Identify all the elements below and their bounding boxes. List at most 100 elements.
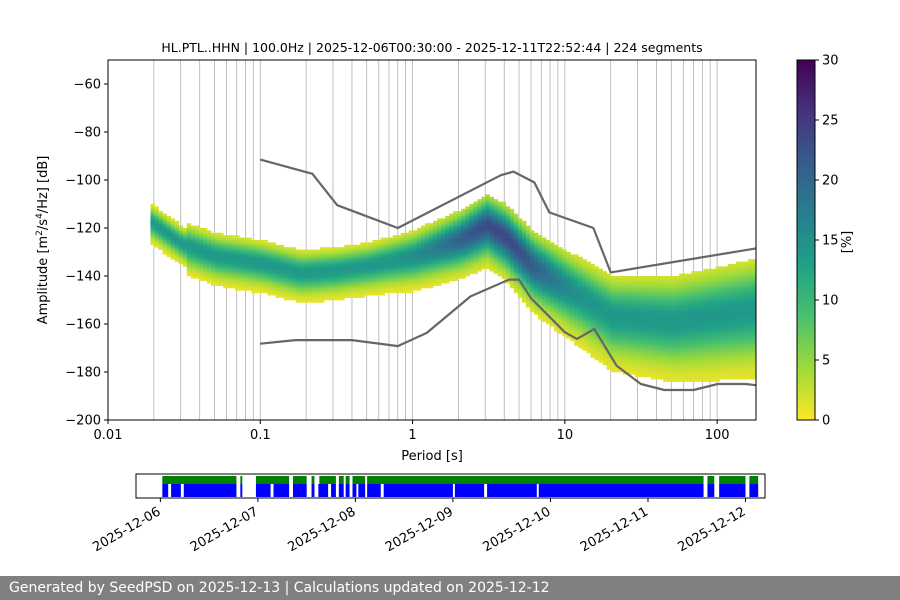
heatmap-cell	[424, 278, 430, 282]
heatmap-cell	[441, 259, 446, 262]
heatmap-cell	[602, 290, 608, 294]
heatmap-cell	[311, 278, 317, 282]
heatmap-cell	[485, 266, 490, 270]
heatmap-cell	[227, 261, 232, 265]
heatmap-cell	[267, 247, 272, 250]
heatmap-cell	[642, 348, 648, 351]
heatmap-cell	[420, 235, 426, 238]
heatmap-cell	[154, 240, 159, 243]
heatmap-cell	[723, 374, 729, 378]
heatmap-cell	[497, 254, 503, 258]
heatmap-cell	[727, 336, 733, 339]
heatmap-cell	[424, 244, 430, 248]
heatmap-cell	[647, 290, 652, 294]
heatmap-cell	[751, 314, 756, 318]
heatmap-cell	[384, 247, 390, 250]
heatmap-cell	[497, 206, 503, 210]
heatmap-cell	[687, 302, 692, 306]
heatmap-cell	[380, 266, 385, 270]
heatmap-cell	[647, 326, 652, 330]
heatmap-cell	[501, 204, 507, 207]
heatmap-cell	[719, 266, 725, 270]
heatmap-cell	[445, 244, 450, 248]
heatmap-cell	[445, 266, 450, 270]
heatmap-cell	[594, 309, 599, 313]
heatmap-cell	[324, 273, 329, 277]
heatmap-cell	[529, 259, 535, 262]
heatmap-cell	[433, 252, 438, 255]
heatmap-cell	[679, 295, 684, 298]
heatmap-cell	[743, 326, 749, 330]
heatmap-cell	[659, 316, 664, 320]
heatmap-cell	[614, 336, 620, 339]
heatmap-cell	[461, 225, 466, 229]
heatmap-cell	[566, 304, 571, 308]
heatmap-cell	[578, 271, 583, 274]
heatmap-cell	[578, 295, 583, 298]
heatmap-cell	[376, 288, 381, 291]
heatmap-cell	[299, 280, 305, 284]
heatmap-cell	[408, 280, 414, 284]
heatmap-cell	[441, 230, 446, 234]
heatmap-cell	[311, 264, 317, 267]
heatmap-cell	[251, 271, 256, 274]
heatmap-cell	[542, 319, 547, 322]
heatmap-cell	[231, 237, 236, 241]
heatmap-cell	[489, 232, 494, 236]
heatmap-cell	[747, 364, 753, 368]
heatmap-cell	[739, 312, 745, 315]
heatmap-cell	[707, 312, 712, 315]
heatmap-cell	[711, 285, 717, 289]
heatmap-cell	[412, 285, 418, 289]
heatmap-cell	[251, 273, 256, 277]
heatmap-cell	[731, 331, 737, 334]
heatmap-cell	[303, 276, 309, 279]
heatmap-cell	[610, 369, 616, 373]
heatmap-cell	[703, 372, 708, 375]
heatmap-cell	[727, 355, 733, 358]
heatmap-cell	[618, 331, 624, 334]
heatmap-cell	[562, 300, 567, 303]
heatmap-cell	[336, 254, 341, 258]
heatmap-cell	[408, 273, 414, 277]
heatmap-cell	[558, 314, 563, 318]
heatmap-cell	[235, 285, 240, 289]
heatmap-cell	[574, 300, 579, 303]
heatmap-cell	[751, 364, 756, 368]
heatmap-cell	[747, 307, 753, 310]
heatmap-cell	[400, 266, 406, 270]
heatmap-cell	[328, 261, 333, 265]
heatmap-cell	[683, 364, 688, 368]
heatmap-cell	[614, 307, 620, 310]
heatmap-cell	[675, 352, 680, 356]
heatmap-cell	[433, 235, 438, 238]
heatmap-cell	[445, 268, 450, 272]
heatmap-cell	[723, 350, 729, 354]
heatmap-cell	[521, 273, 527, 277]
heatmap-cell	[638, 314, 644, 318]
heatmap-cell	[582, 312, 587, 315]
heatmap-cell	[651, 307, 656, 310]
heatmap-cell	[610, 280, 616, 284]
heatmap-cell	[538, 235, 543, 238]
heatmap-cell	[719, 295, 725, 298]
timeline-segment-psd	[345, 484, 350, 497]
heatmap-cell	[642, 297, 648, 301]
heatmap-cell	[695, 338, 700, 342]
heatmap-cell	[687, 376, 692, 380]
heatmap-cell	[538, 268, 543, 272]
heatmap-cell	[388, 240, 394, 243]
heatmap-cell	[433, 271, 438, 274]
heatmap-cell	[416, 271, 422, 274]
heatmap-cell	[727, 340, 733, 344]
heatmap-cell	[695, 343, 700, 346]
heatmap-cell	[239, 276, 244, 279]
heatmap-cell	[715, 372, 721, 375]
heatmap-cell	[457, 235, 462, 238]
heatmap-cell	[634, 374, 640, 378]
heatmap-cell	[396, 280, 402, 284]
heatmap-cell	[449, 256, 454, 260]
heatmap-cell	[255, 288, 260, 291]
heatmap-cell	[731, 372, 737, 375]
heatmap-cell	[699, 302, 704, 306]
